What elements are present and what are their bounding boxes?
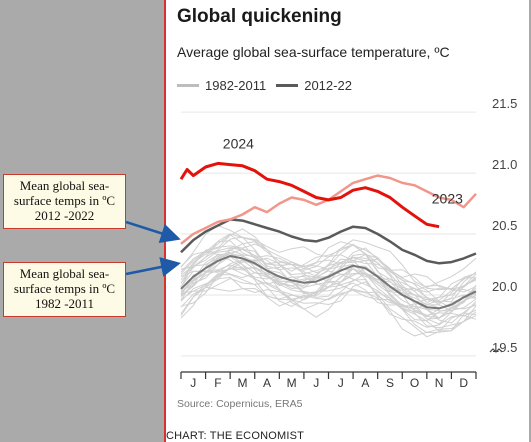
- series-line-1982-2011: [180, 255, 477, 310]
- background-year-line: [180, 240, 477, 304]
- x-tick-label: D: [459, 376, 468, 390]
- annotation-box-2012-2022: Mean global sea-surface temps in ºC 2012…: [3, 174, 126, 229]
- background-year-line: [180, 236, 477, 303]
- background-year-line: [180, 234, 477, 305]
- legend-item-1982-2011: 1982-2011: [177, 78, 266, 93]
- y-tick-label: 20.0: [492, 279, 517, 294]
- chart-plot: 21.5 21.0 20.5 20.0 19.5 2024 2023 J F M A M J J A S O N D: [179, 96, 517, 390]
- legend-label-1982-2011: 1982-2011: [205, 78, 267, 93]
- annotation-arrow-1982-2011: [125, 257, 181, 277]
- background-year-line: [180, 264, 477, 319]
- background-year-line: [180, 267, 477, 322]
- x-tick-label: M: [287, 376, 297, 390]
- background-year-line: [180, 286, 477, 337]
- x-tick-label: M: [237, 376, 247, 390]
- chart-footer: CHART: THE ECONOMIST: [166, 430, 305, 442]
- annotation-arrow-2012-2022: [125, 220, 181, 243]
- chart-legend: 1982-2011 2012-22: [177, 78, 352, 93]
- x-tick-label: J: [338, 376, 344, 390]
- legend-item-2012-22: 2012-22: [276, 78, 352, 93]
- x-tick-label: N: [435, 376, 444, 390]
- background-year-line: [180, 233, 477, 291]
- background-year-line: [180, 277, 477, 328]
- series-label-2023: 2023: [432, 191, 463, 207]
- series-line-2024: [179, 161, 440, 229]
- legend-swatch-2012-22: [276, 84, 299, 87]
- series-label-2024: 2024: [223, 136, 254, 152]
- y-tick-label: 21.5: [492, 96, 517, 111]
- axis-break-icon: [489, 348, 503, 353]
- y-tick-label: 20.5: [492, 218, 517, 233]
- chart-subtitle: Average global sea-surface temperature, …: [177, 44, 450, 60]
- x-tick-label: S: [386, 376, 394, 390]
- background-year-line: [180, 243, 477, 293]
- chart-title: Global quickening: [177, 6, 342, 27]
- x-tick-label: A: [263, 376, 271, 390]
- chart-card: Global quickening Average global sea-sur…: [164, 0, 529, 442]
- x-tick-label: O: [410, 376, 419, 390]
- x-tick-label: J: [190, 376, 196, 390]
- x-tick-label: J: [313, 376, 319, 390]
- chart-source: Source: Copernicus, ERA5: [177, 398, 303, 410]
- x-tick-label: F: [214, 376, 221, 390]
- annotation-box-1982-2011: Mean global sea-surface temps in ºC 1982…: [3, 262, 126, 317]
- y-tick-label: 21.0: [492, 157, 517, 172]
- background-year-line: [180, 241, 477, 292]
- legend-swatch-1982-2011: [177, 84, 199, 87]
- background-year-line: [180, 276, 477, 338]
- background-year-line: [180, 251, 477, 320]
- legend-label-2012-22: 2012-22: [304, 78, 352, 93]
- x-tick-label: A: [361, 376, 369, 390]
- y-tick-label: 19.5: [492, 340, 517, 355]
